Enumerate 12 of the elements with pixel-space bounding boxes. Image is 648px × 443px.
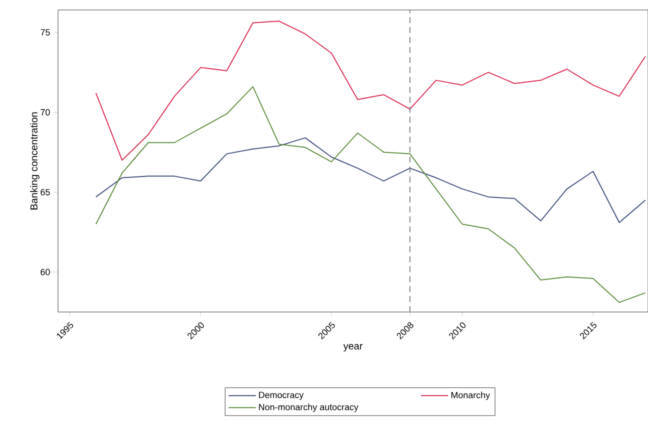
line-series (95, 86, 646, 303)
legend-label: Democracy (259, 392, 304, 400)
line-series (95, 20, 646, 161)
legend-label: Monarchy (451, 392, 490, 400)
y-tick-label: 65 (40, 188, 50, 196)
x-axis-title: year (343, 344, 363, 352)
y-axis-title: Banking concentration (30, 112, 40, 210)
y-tick-label: 60 (40, 268, 50, 276)
y-tick-label: 75 (40, 29, 50, 36)
legend-label: Non-monarchy autocracy (259, 404, 358, 412)
y-tick-label: 70 (40, 109, 50, 116)
line-series (95, 137, 646, 224)
